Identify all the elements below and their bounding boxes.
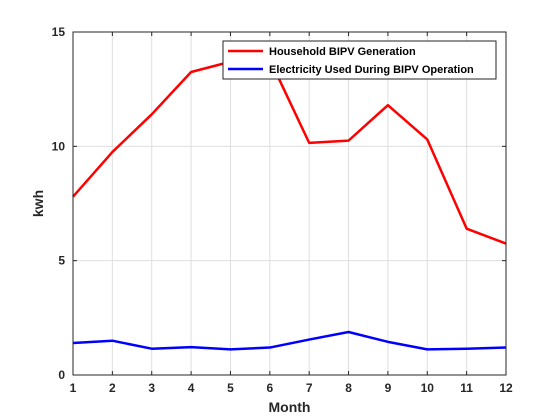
legend-box <box>222 40 497 80</box>
series-lines <box>72 58 507 351</box>
x-tick-label: 12 <box>499 381 513 395</box>
y-axis-label: kwh <box>30 190 46 217</box>
x-tick-label: 2 <box>109 381 116 395</box>
plot-area <box>73 32 506 375</box>
x-tick-label: 6 <box>266 381 273 395</box>
plot-frame <box>72 31 507 376</box>
grid-lines <box>73 32 506 375</box>
x-tick-label: 8 <box>345 381 352 395</box>
x-tick-label: 9 <box>385 381 392 395</box>
x-tick-label: 5 <box>227 381 234 395</box>
y-tick-label: 10 <box>52 139 66 153</box>
y-tick-label: 5 <box>58 254 65 268</box>
series-line-0 <box>72 58 507 245</box>
series-line-1 <box>72 330 507 351</box>
y-tick-label: 0 <box>58 368 65 382</box>
legend: Household BIPV Generation Electricity Us… <box>222 40 497 80</box>
x-tick-label: 7 <box>306 381 313 395</box>
x-tick-label: 4 <box>188 381 195 395</box>
x-tick-label: 1 <box>70 381 77 395</box>
x-tick-label: 11 <box>460 381 473 395</box>
legend-label-electricity-used: Electricity Used During BIPV Operation <box>269 64 474 76</box>
legend-label-household-bipv-generation: Household BIPV Generation <box>269 46 416 58</box>
x-tick-label: 10 <box>421 381 435 395</box>
x-tick-label: 3 <box>148 381 155 395</box>
x-axis-label: Month <box>269 399 311 415</box>
y-tick-label: 15 <box>52 25 66 39</box>
